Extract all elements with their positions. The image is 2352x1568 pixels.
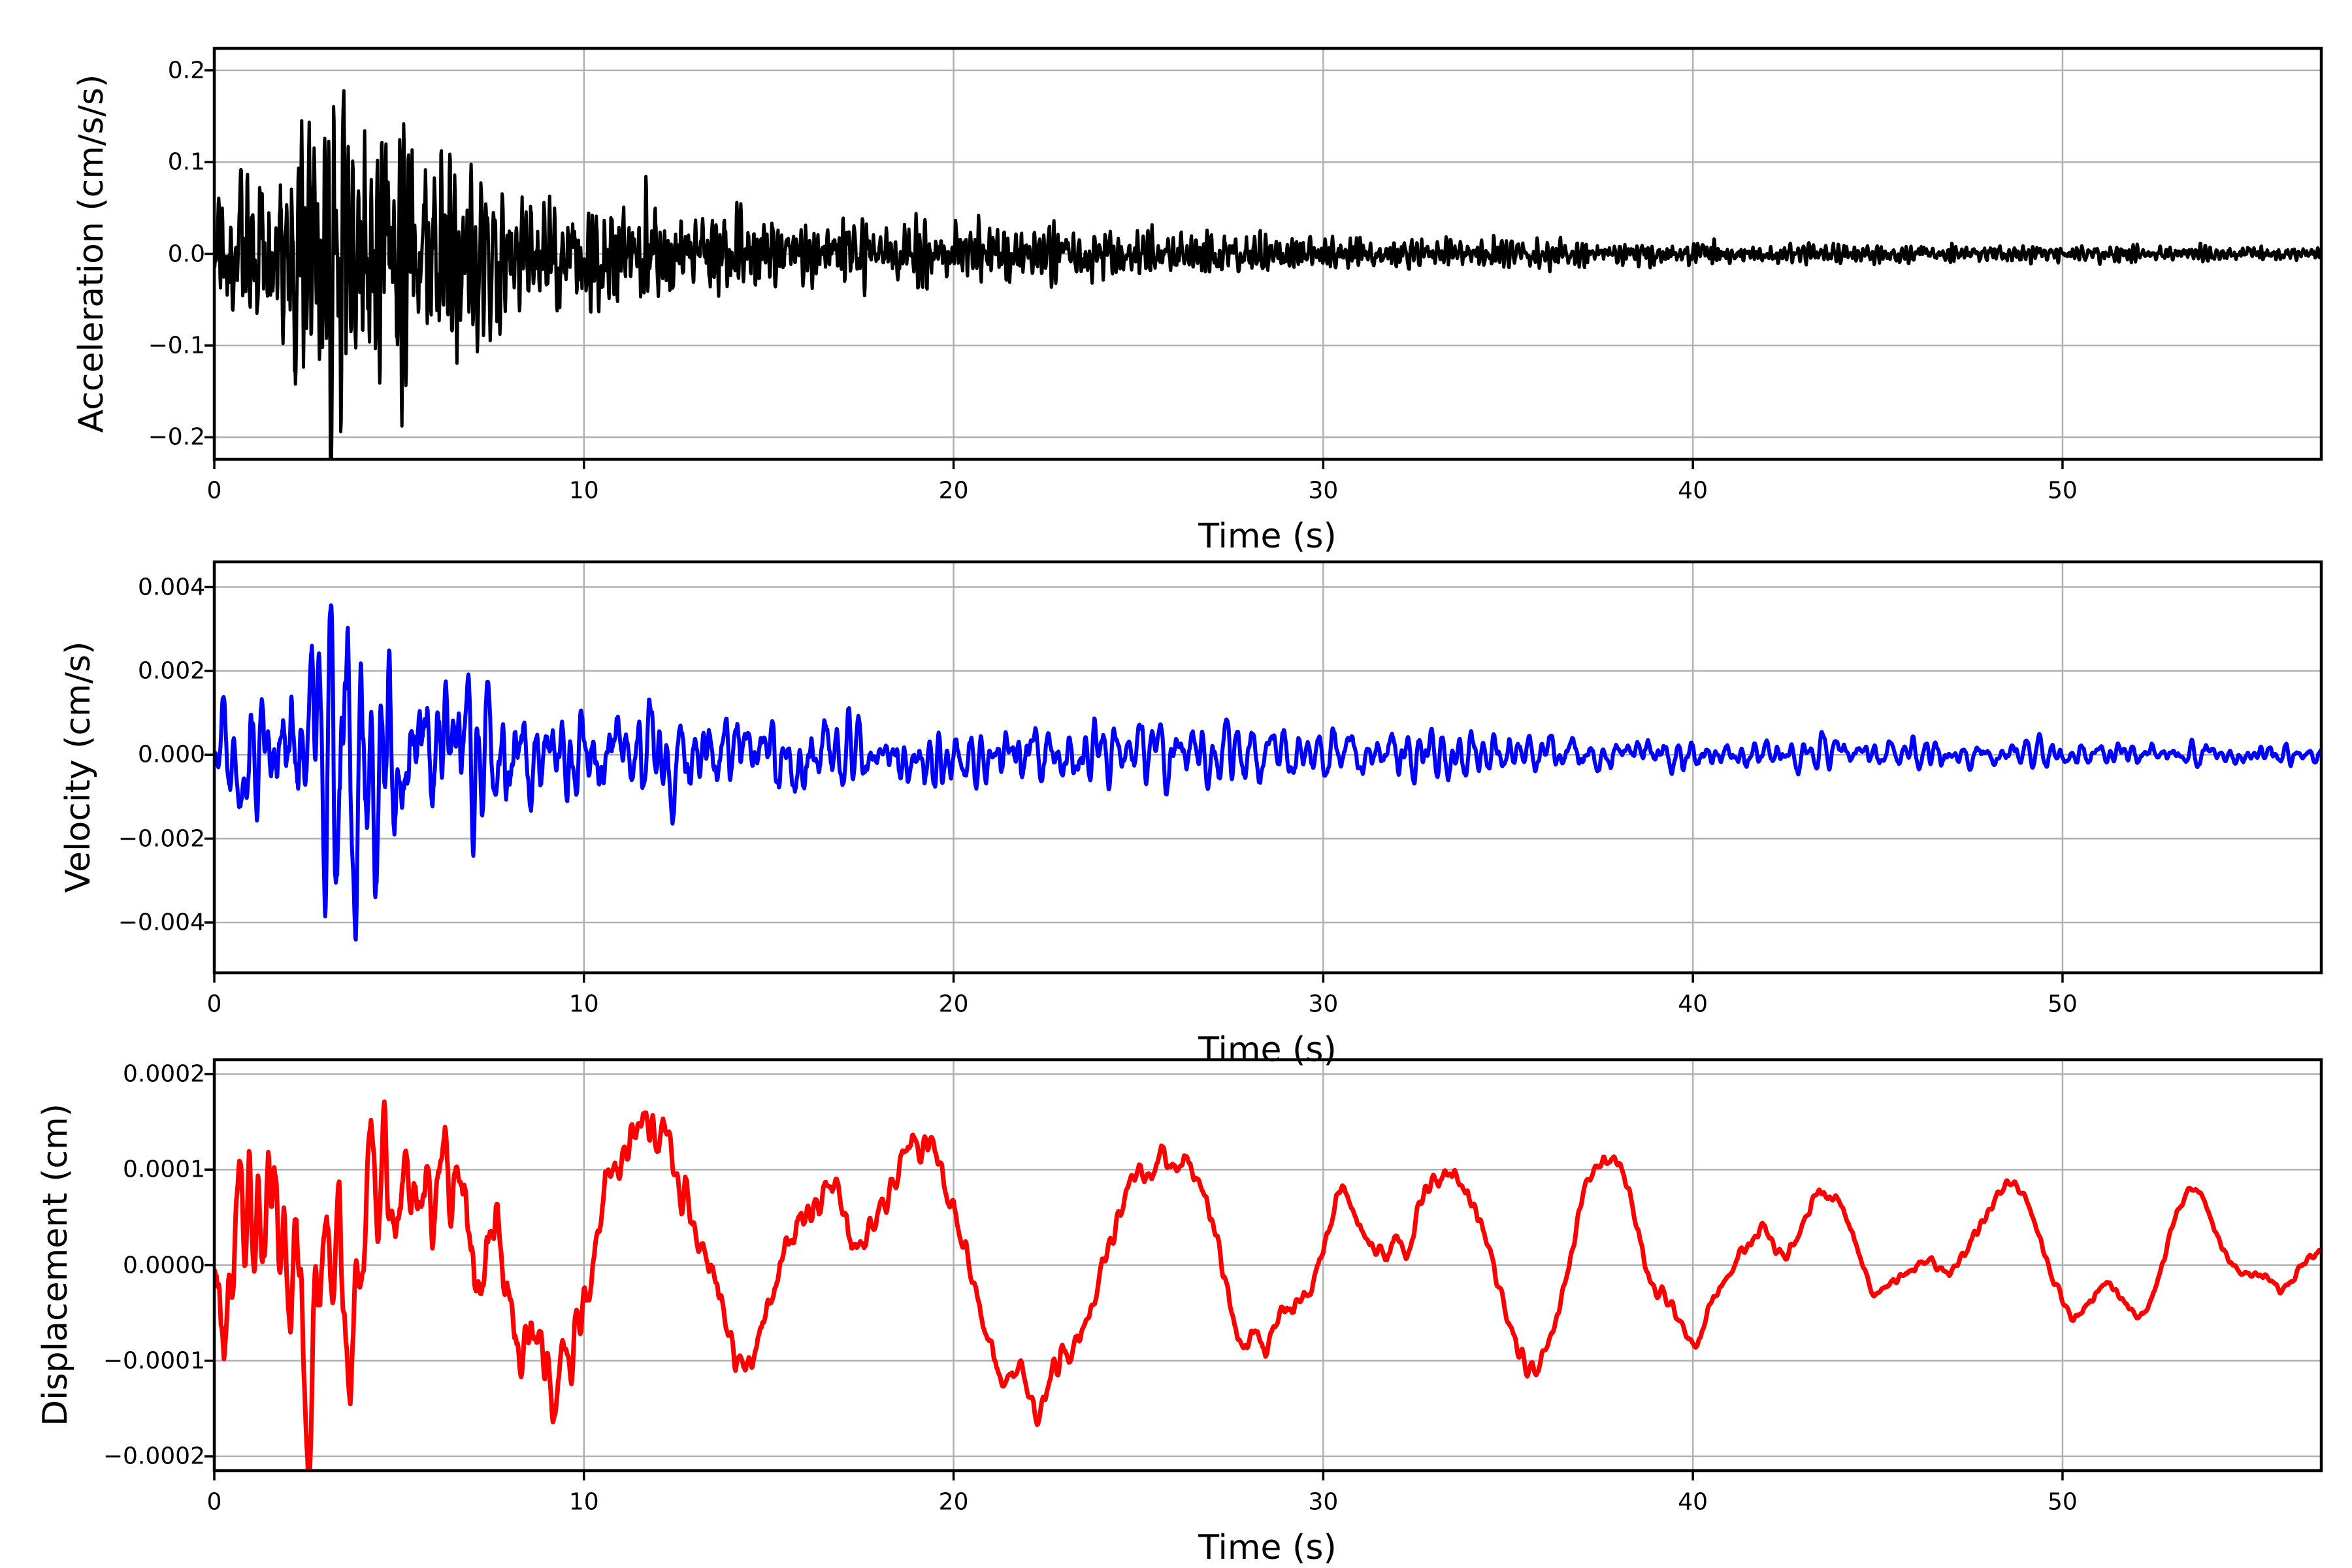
x-tick-label: 0 <box>206 990 222 1018</box>
y-tick-label: 0.002 <box>137 657 205 685</box>
x-tick-label: 20 <box>938 1488 969 1516</box>
x-tick-label: 10 <box>568 990 599 1018</box>
acceleration-ticks <box>204 69 2064 469</box>
y-tick-label: 0.0 <box>167 240 205 267</box>
y-tick-label: 0.1 <box>167 148 205 176</box>
displacement-frame <box>212 1058 2323 1473</box>
x-tick-label: 30 <box>1308 477 1339 504</box>
y-tick-label: 0.2 <box>167 57 205 84</box>
x-tick-label: 20 <box>938 990 969 1018</box>
x-tick-label: 50 <box>2048 477 2078 504</box>
displacement-ticks <box>204 1073 2064 1480</box>
acceleration-plot <box>204 46 2323 469</box>
y-tick-label: −0.002 <box>118 825 205 853</box>
velocity-x-axis-label: Time (s) <box>1198 1030 1337 1070</box>
displacement-y-axis-label: Displacement (cm) <box>36 1103 75 1426</box>
y-tick-label: 0.0000 <box>123 1252 205 1279</box>
y-tick-label: 0.0001 <box>123 1156 205 1183</box>
x-tick-label: 40 <box>1678 477 1708 504</box>
acceleration-frame <box>212 46 2323 461</box>
x-tick-label: 40 <box>1678 990 1708 1018</box>
acceleration-y-axis-label: Acceleration (cm/s/s) <box>72 74 111 433</box>
velocity-plot <box>204 560 2323 983</box>
x-tick-label: 50 <box>2048 1488 2078 1516</box>
velocity-ticks <box>204 585 2064 983</box>
velocity-grid <box>213 562 2321 973</box>
y-tick-label: −0.004 <box>118 909 205 936</box>
velocity-y-axis-label: Velocity (cm/s) <box>59 641 98 893</box>
displacement-waveform <box>214 1099 2321 1471</box>
x-tick-label: 10 <box>568 477 599 504</box>
x-tick-label: 40 <box>1678 1488 1708 1516</box>
x-tick-label: 10 <box>568 1488 599 1516</box>
velocity-waveform <box>214 603 2321 942</box>
velocity-frame <box>212 560 2323 975</box>
x-tick-label: 50 <box>2048 990 2078 1018</box>
x-tick-label: 30 <box>1308 1488 1339 1516</box>
displacement-grid <box>213 1060 2321 1471</box>
y-tick-label: 0.004 <box>137 574 205 600</box>
displacement-x-axis-label: Time (s) <box>1198 1528 1337 1567</box>
y-tick-label: −0.0002 <box>103 1443 205 1470</box>
y-tick-label: 0.000 <box>137 741 205 768</box>
x-tick-label: 0 <box>206 1488 222 1516</box>
x-tick-label: 0 <box>206 477 222 504</box>
y-tick-label: −0.0001 <box>103 1347 205 1375</box>
y-tick-label: 0.0002 <box>123 1060 205 1088</box>
y-tick-label: −0.1 <box>148 332 205 359</box>
acceleration-waveform <box>214 89 2321 459</box>
x-tick-label: 30 <box>1308 990 1339 1018</box>
displacement-plot <box>204 1058 2323 1480</box>
x-tick-label: 20 <box>938 477 969 504</box>
acceleration-x-axis-label: Time (s) <box>1198 517 1337 556</box>
y-tick-label: −0.2 <box>148 423 205 451</box>
